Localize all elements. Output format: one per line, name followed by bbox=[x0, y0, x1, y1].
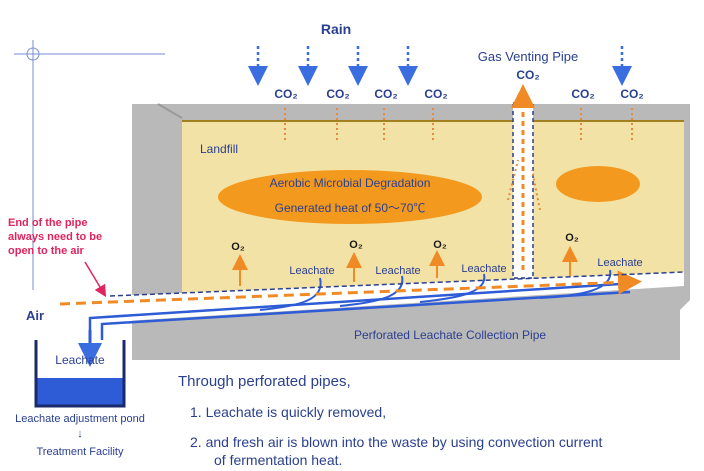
pipe-end-pointer bbox=[84, 261, 107, 298]
degradation-zone-main bbox=[218, 170, 482, 224]
o2-label: O₂ bbox=[349, 239, 363, 251]
down-arrow: ↓ bbox=[77, 428, 83, 440]
co2-label: CO₂ bbox=[571, 87, 594, 101]
basin-inner-edge bbox=[157, 103, 183, 119]
rain-label: Rain bbox=[321, 21, 351, 37]
degradation-zone-right bbox=[556, 166, 640, 202]
pipe-end-note-line2: always need to be bbox=[8, 231, 102, 243]
o2-label: O₂ bbox=[433, 239, 447, 251]
o2-label: O₂ bbox=[231, 241, 245, 253]
co2-label: CO₂ bbox=[424, 87, 447, 101]
gas-venting-pipe-label: Gas Venting Pipe bbox=[478, 49, 578, 64]
pond-caption: Leachate adjustment pond bbox=[15, 413, 145, 425]
pond-label: Leachate bbox=[55, 353, 105, 367]
leachate-label: Leachate bbox=[461, 263, 506, 275]
leachate-label: Leachate bbox=[375, 265, 420, 277]
co2-label: CO₂ bbox=[516, 68, 539, 82]
leachate-pond bbox=[34, 340, 126, 408]
degradation-label: Aerobic Microbial Degradation bbox=[270, 176, 431, 190]
landfill-label: Landfill bbox=[200, 142, 238, 156]
explanation-intro: Through perforated pipes, bbox=[178, 373, 351, 390]
air-label: Air bbox=[26, 308, 44, 323]
rain-arrows bbox=[248, 46, 632, 86]
leachate-label: Leachate bbox=[289, 265, 334, 277]
co2-label: CO₂ bbox=[374, 87, 397, 101]
heat-label: Generated heat of 50～70℃ bbox=[275, 201, 426, 215]
leachate-label: Leachate bbox=[597, 257, 642, 269]
collection-pipe-label: Perforated Leachate Collection Pipe bbox=[354, 328, 546, 342]
crosshair-decoration bbox=[14, 40, 165, 290]
o2-arrows bbox=[232, 246, 578, 286]
explanation-point-2: 2. and fresh air is blown into the waste… bbox=[190, 434, 603, 450]
o2-label: O₂ bbox=[565, 232, 579, 244]
co2-label: CO₂ bbox=[326, 87, 349, 101]
co2-label: CO₂ bbox=[620, 87, 643, 101]
pipe-end-note-line1: End of the pipe bbox=[8, 217, 87, 229]
treatment-facility-label: Treatment Facility bbox=[36, 446, 124, 458]
explanation-point-2-cont: of fermentation heat. bbox=[214, 452, 343, 468]
pipe-end-note-line3: open to the air bbox=[8, 245, 85, 257]
co2-rising-arrows bbox=[284, 108, 633, 211]
explanation-point-1: 1. Leachate is quickly removed, bbox=[190, 404, 387, 420]
co2-label: CO₂ bbox=[274, 87, 297, 101]
